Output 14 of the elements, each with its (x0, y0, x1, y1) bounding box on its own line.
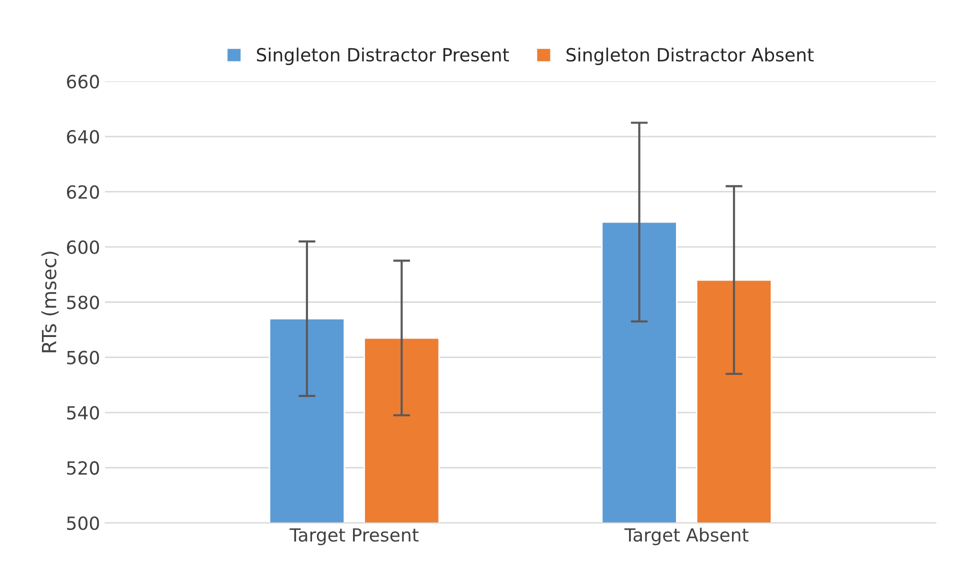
y-tick-label: 620 (66, 185, 99, 199)
y-tick-label: 540 (67, 406, 99, 420)
y-tick-label: 580 (67, 296, 99, 310)
legend-label: Singleton Distractor Absent (566, 48, 814, 66)
y-tick-label: 640 (66, 130, 99, 144)
y-tick-label: 520 (67, 461, 99, 475)
y-axis-title: RTs (msec) (41, 252, 59, 352)
y-tick-label: 600 (66, 240, 99, 254)
x-tick-label: Target Absent (624, 528, 748, 546)
x-tick-label: Target Present (290, 528, 419, 546)
y-tick-label: 560 (67, 350, 99, 364)
y-tick-label: 660 (66, 74, 99, 88)
legend-label: Singleton Distractor Present (256, 48, 509, 66)
y-tick-label: 500 (67, 516, 99, 530)
